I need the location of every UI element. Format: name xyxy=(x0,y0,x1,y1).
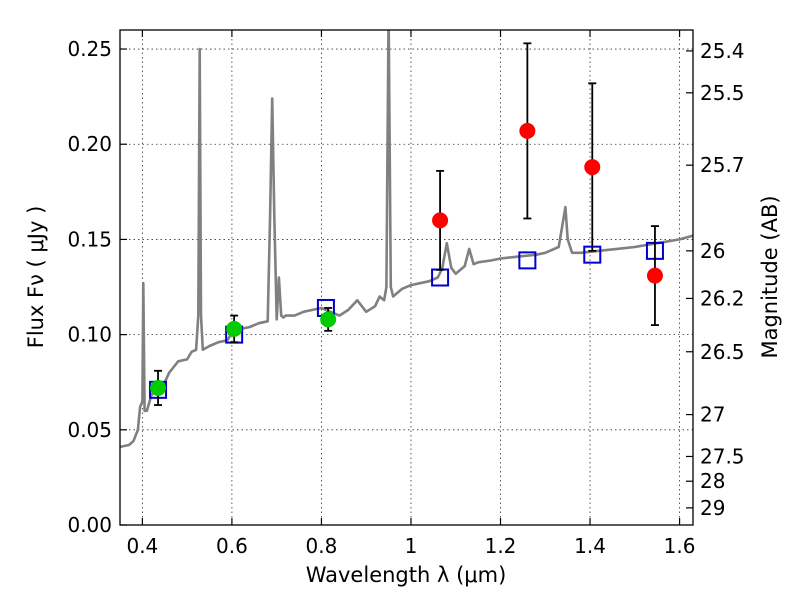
points-layer xyxy=(149,42,664,406)
y-axis-label: Flux Fν ( μJy ) xyxy=(24,206,48,349)
spectrum-layer xyxy=(120,30,693,449)
right-tick-label: 27 xyxy=(700,403,725,427)
y-tick-label: 0.10 xyxy=(67,323,112,347)
model-photometry-square xyxy=(518,251,537,270)
y-tick-label: 0.15 xyxy=(67,227,112,251)
x-tick-label: 0.6 xyxy=(216,534,248,558)
right-tick-label: 25.4 xyxy=(700,39,745,63)
spectrum-line xyxy=(120,30,693,449)
photometry-point xyxy=(226,320,243,337)
photometry-point xyxy=(320,311,337,328)
photometry-point xyxy=(432,212,449,229)
right-tick-label: 26 xyxy=(700,239,725,263)
right-tick-label: 28 xyxy=(700,469,725,493)
photometry-point xyxy=(584,159,601,176)
x-tick-label: 1 xyxy=(405,534,418,558)
right-tick-label: 26.5 xyxy=(700,340,745,364)
grid-layer xyxy=(120,30,693,526)
right-tick-label: 26.2 xyxy=(700,286,745,310)
right-tick-label: 25.7 xyxy=(700,153,745,177)
photometry-point xyxy=(646,267,663,284)
x-tick-label: 1.2 xyxy=(485,534,517,558)
plot-frame xyxy=(119,29,694,526)
right-tick-label: 25.5 xyxy=(700,81,745,105)
photometry-point xyxy=(150,379,167,396)
right-axis-label: Magnitude (AB) xyxy=(758,195,782,358)
y-tick-label: 0.20 xyxy=(67,132,112,156)
right-tick-label: 29 xyxy=(700,496,725,520)
right-tick-label: 27.5 xyxy=(700,444,745,468)
photometry-point xyxy=(519,122,536,139)
x-tick-label: 1.4 xyxy=(574,534,606,558)
x-tick-label: 0.8 xyxy=(306,534,338,558)
x-tick-label: 0.4 xyxy=(126,534,158,558)
y-tick-label: 0.00 xyxy=(67,513,112,537)
x-tick-label: 1.6 xyxy=(664,534,696,558)
tick-layer: 0.4 0.6 0.8 1 1.2 1.4 1.6 0.00 0.05 0.10 0.15 0.20 0… xyxy=(67,30,745,558)
y-tick-label: 0.25 xyxy=(67,37,112,61)
y-tick-label: 0.05 xyxy=(67,418,112,442)
x-axis-label: Wavelength λ (μm) xyxy=(306,563,507,587)
